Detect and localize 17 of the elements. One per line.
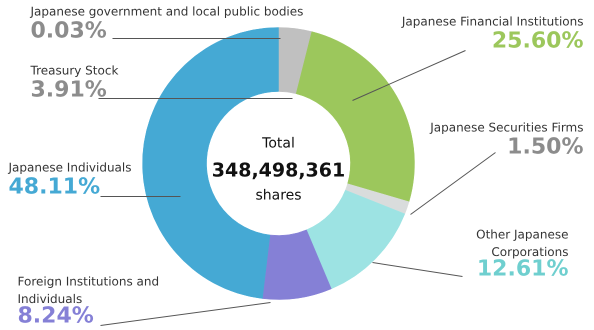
slice-label: Treasury Stock: [30, 64, 118, 78]
text: shares: [255, 188, 302, 204]
slice-label: Other Japanese Corporations: [476, 228, 568, 259]
data-label: 3.91%: [30, 78, 107, 102]
text: Total: [261, 136, 295, 152]
slice-label: Japanese Securities Firms: [429, 120, 584, 134]
data-label: 1.50%: [507, 134, 584, 160]
data-label: 8.24%: [18, 304, 94, 328]
data-label: 25.60%: [492, 28, 584, 54]
slice-label: Japanese Financial Institutions: [400, 14, 584, 28]
data-label: 12.61%: [476, 256, 569, 282]
data-label: 0.03%: [30, 18, 107, 44]
slice-label: Japanese government and local public bodies: [30, 4, 304, 18]
slice-label: Foreign Institutions and Individuals: [18, 274, 160, 306]
data-label: 48.11%: [8, 174, 100, 200]
text: 348,498,361: [212, 160, 346, 182]
slice-label: Japanese Individuals: [8, 160, 132, 174]
